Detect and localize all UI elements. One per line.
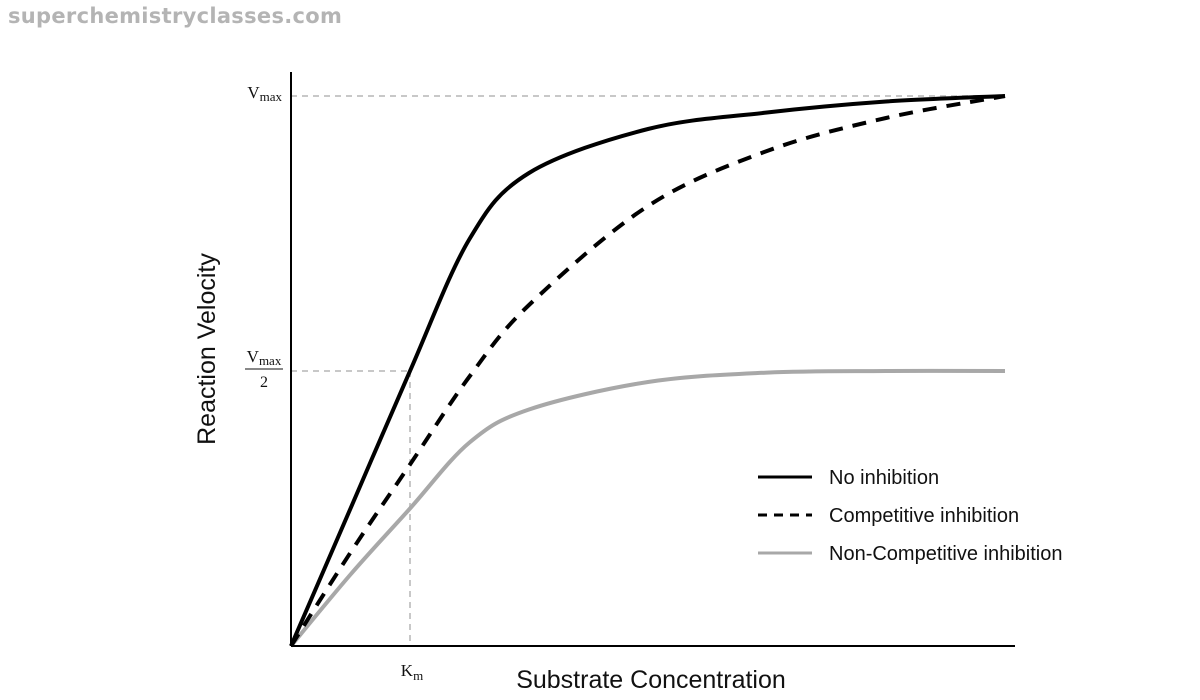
km-tick-label: Km [401,661,423,683]
series-group [289,94,1006,648]
legend-label-1: No inhibition [829,467,939,489]
vmax-tick-sub: max [260,89,283,104]
vmax-tick-label: Vmax [247,83,282,104]
vmax-tick-main: V [247,83,260,102]
series-line-no-inhibition [289,94,1006,647]
y-axis-label: Reaction Velocity [193,253,221,445]
legend-label-3: Non-Competitive inhibition [829,543,1062,565]
x-axis-label: Substrate Concentration [516,666,786,694]
km-tick-main: K [401,661,414,680]
km-tick-sub: m [413,668,423,683]
legend: No inhibition Competitive inhibition Non-C… [758,467,1062,565]
series-line-competitive-inhibition [289,94,1006,648]
half-vmax-tick-label: Vmax 2 [245,347,283,391]
series-line-non-competitive-inhibition [289,368,1006,648]
watermark-text: superchemistryclasses.com [8,4,343,28]
half-vmax-denominator: 2 [260,374,268,391]
half-vmax-numerator: Vmax [247,347,282,368]
half-vmax-main: V [247,347,260,366]
legend-label-2: Competitive inhibition [829,505,1019,527]
half-vmax-sub: max [259,353,282,368]
